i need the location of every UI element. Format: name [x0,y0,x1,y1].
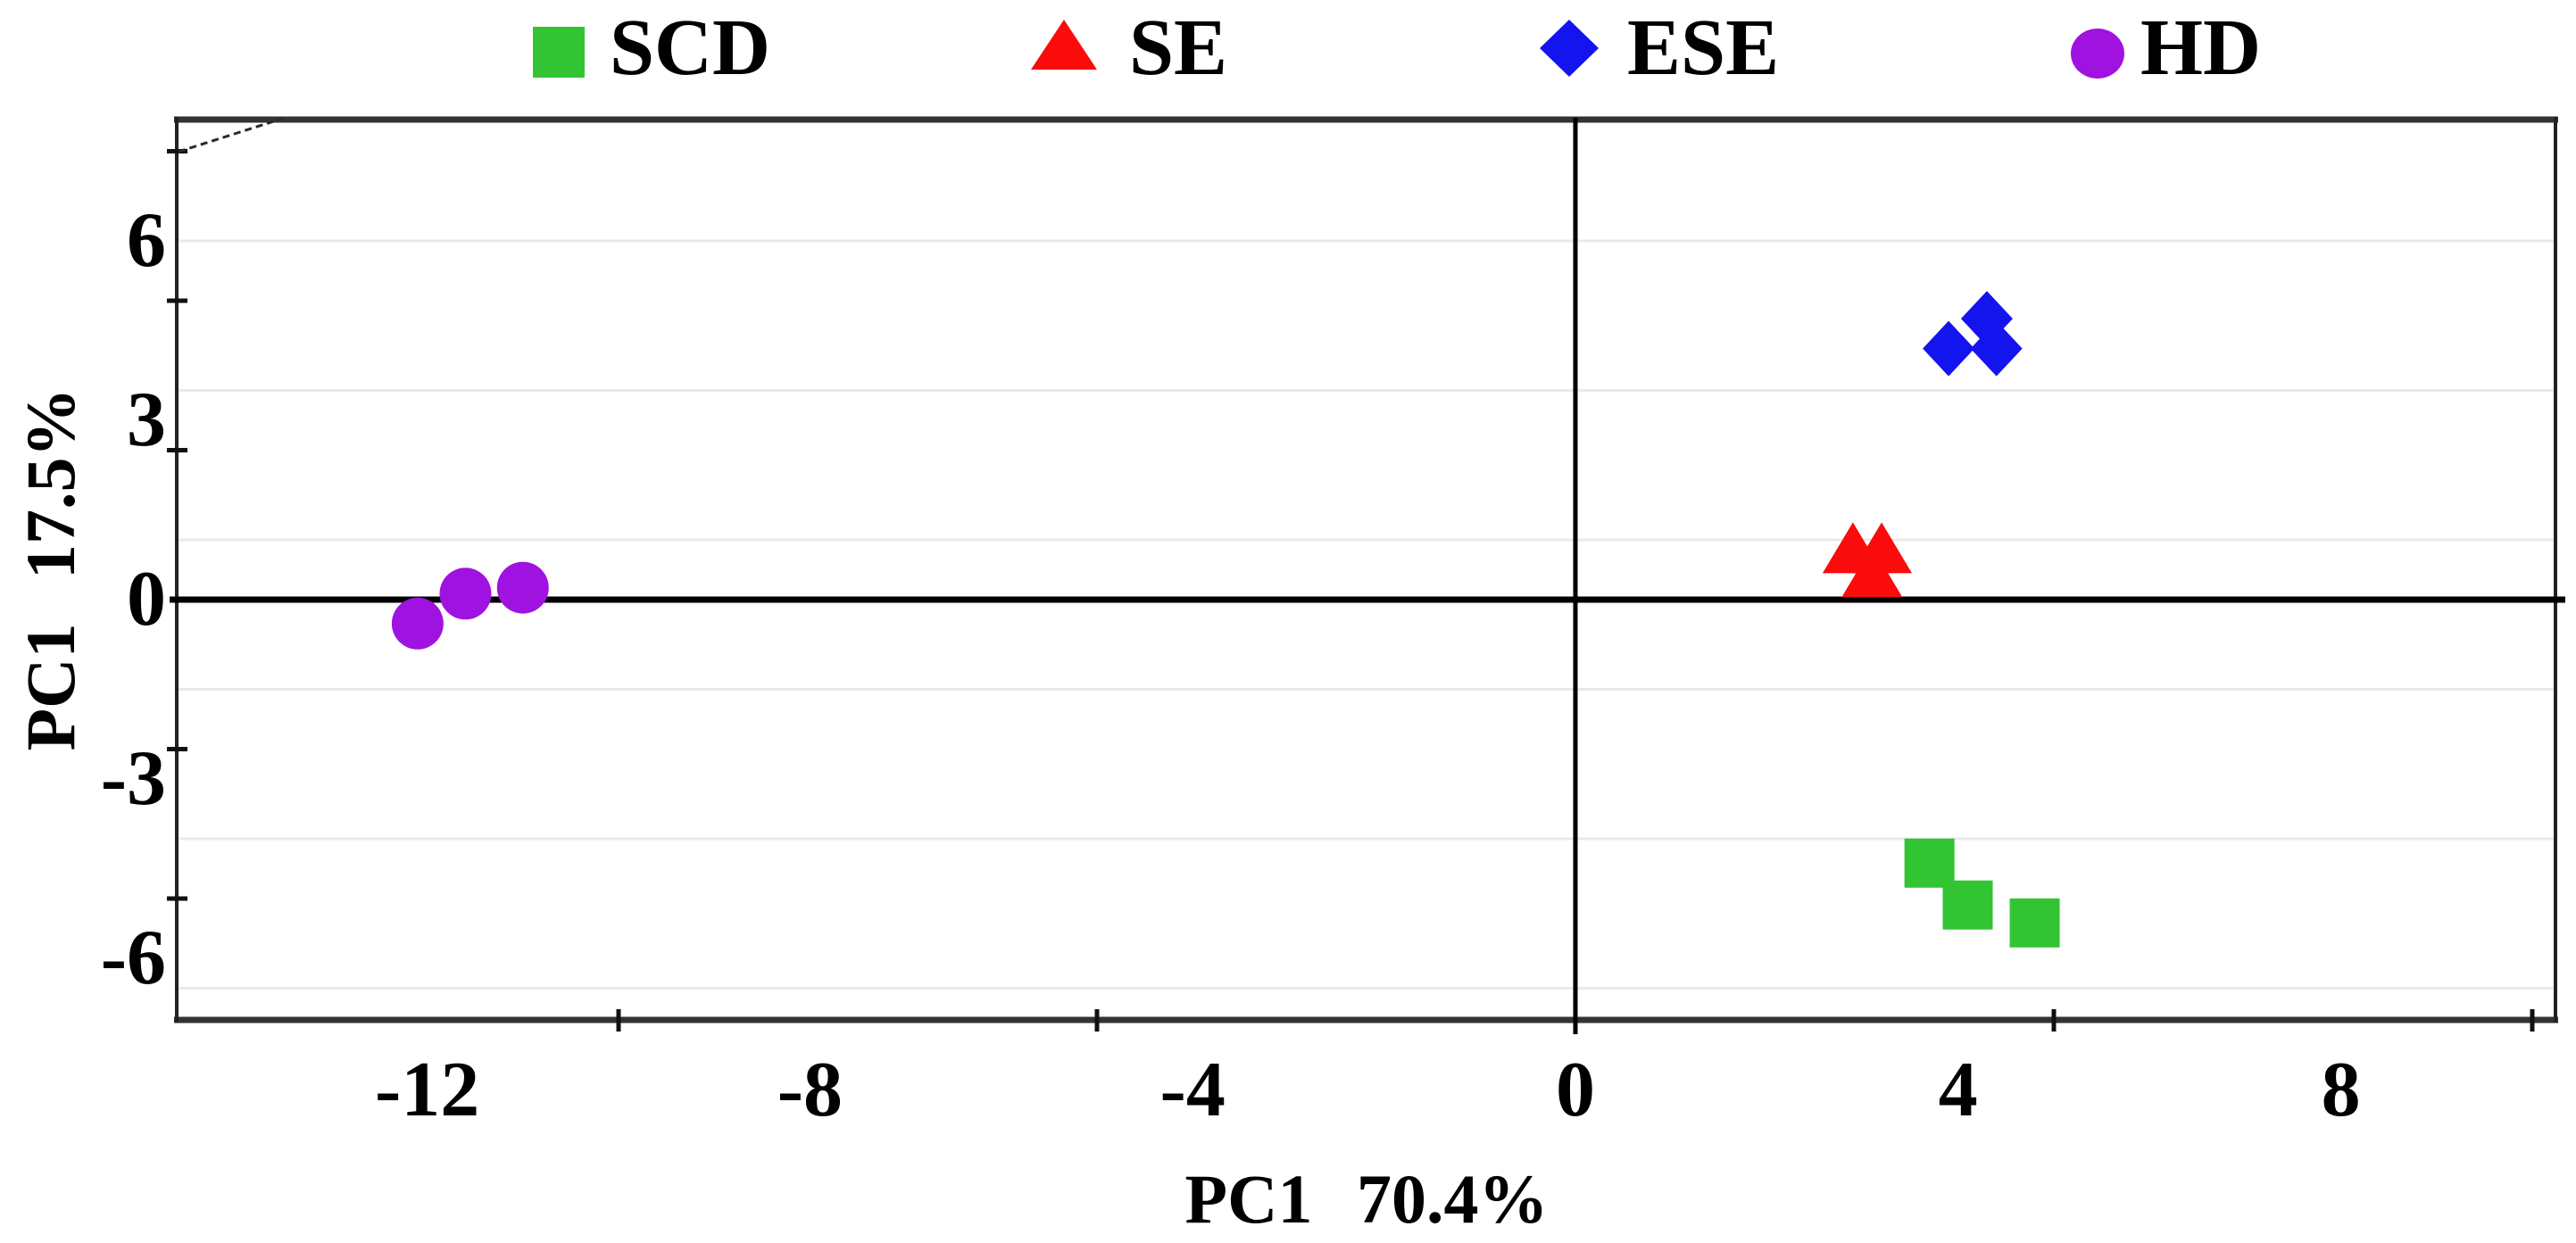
legend-item-SE: SE [1031,0,1361,107]
x-tick-label: -8 [777,1047,843,1133]
x-tick-label: 0 [1556,1047,1595,1133]
legend-label-SCD: SCD [610,4,771,92]
point-SE [1841,546,1903,598]
point-HD [391,597,444,650]
legend-label-SE: SE [1129,4,1228,92]
legend-triangle-icon [1031,20,1097,70]
x-axis-title: PC1 70.4% [1184,1160,1549,1238]
legend-circle-shape [2071,29,2124,79]
point-ESE [1923,320,1975,377]
legend-item-HD: HD [2071,0,2372,107]
legend-triangle-shape [1031,20,1097,70]
y-tick-label: 3 [127,377,166,463]
point-SCD [2009,898,2060,948]
x-tick-label: 4 [1938,1047,1978,1133]
legend-diamond-shape [1540,20,1599,77]
x-tick-label: -4 [1159,1047,1226,1133]
x-tick-label: -12 [374,1047,480,1133]
legend-square-shape [533,27,585,78]
point-SCD [1904,838,1955,888]
y-tick-label: 0 [127,556,166,642]
x-tick-label: 8 [2321,1047,2361,1133]
point-HD [439,568,492,620]
corner-diagonal-mark [178,117,283,153]
point-ESE [1970,320,2023,377]
point-SCD [1942,880,1993,930]
legend-item-SCD: SCD [533,0,842,107]
y-axis-title: PC1 17.5% [12,387,89,751]
y-tick-label: -3 [100,735,166,822]
legend-circle-icon [2071,29,2124,79]
legend-square-icon [533,27,585,78]
point-HD [496,561,549,614]
legend-label-ESE: ESE [1627,4,1780,92]
legend-diamond-icon [1540,20,1599,77]
legend-item-ESE: ESE [1540,0,1859,107]
y-tick-label: -6 [100,915,166,1001]
legend-label-HD: HD [2140,4,2261,92]
y-tick-label: 6 [127,197,166,284]
